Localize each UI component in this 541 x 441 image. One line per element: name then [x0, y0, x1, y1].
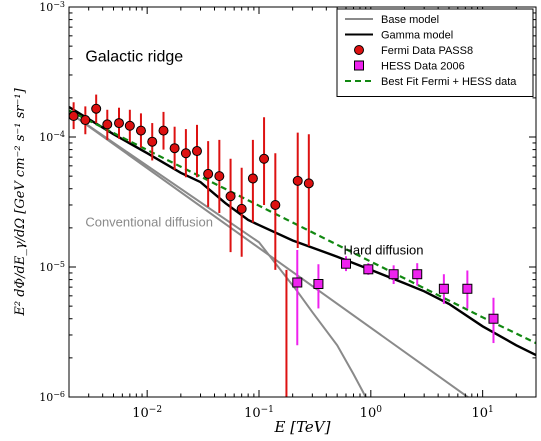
legend-label: Fermi Data PASS8 [381, 45, 473, 57]
hess-data-2006-point-2 [341, 258, 352, 269]
legend-entry-gamma-model: Gamma model [345, 30, 453, 42]
x-axis-title: E [TeV] [274, 418, 331, 436]
fermi-data-pass8-point-21 [303, 178, 314, 189]
series-line-conventional-diffusion [69, 111, 367, 397]
fermi-data-pass8-point-0 [69, 111, 79, 122]
fermi-data-pass8-point-13 [214, 171, 225, 182]
legend-entry-base-model: Base model [345, 14, 439, 26]
fermi-data-pass8-point-15 [236, 203, 247, 214]
fermi-data-pass8-point-12 [203, 168, 214, 179]
hess-data-2006-point-5 [412, 269, 423, 280]
x-tick-label: 100 [360, 405, 383, 421]
fermi-data-pass8-point-16 [247, 173, 258, 184]
fermi-data-pass8-point-6 [135, 125, 146, 136]
legend-label: Gamma model [381, 30, 453, 42]
x-tick-label: 10−1 [244, 405, 274, 421]
legend-swatch-square [354, 60, 364, 71]
y-tick-label: 10−3 [39, 0, 65, 14]
fermi-data-pass8-point-11 [191, 146, 202, 157]
fermi-data-pass8-point-18 [270, 199, 281, 210]
hess-data-2006-point-3 [363, 264, 374, 275]
series-line-gamma-model [69, 105, 536, 357]
y-tick-label: 10−5 [39, 260, 65, 275]
fermi-data-pass8-point-5 [124, 120, 135, 131]
fermi-data-pass8-point-4 [114, 118, 125, 129]
legend-label: Base model [381, 14, 439, 26]
y-axis-title: E² dΦ/dE_γ/dΩ [GeV cm⁻² s⁻¹ sr⁻¹] [13, 87, 28, 316]
hess-data-2006-point-1 [313, 278, 324, 289]
y-tick-label: 10−6 [39, 390, 65, 405]
hess-data-2006-point-7 [462, 283, 473, 294]
annotation-conventional-diffusion: Conventional diffusion [85, 214, 213, 229]
legend-label: Best Fit Fermi + HESS data [381, 76, 517, 88]
annotation-galactic-ridge: Galactic ridge [85, 49, 183, 66]
fermi-data-pass8-point-9 [169, 143, 180, 154]
hess-data-2006-point-6 [438, 283, 449, 294]
x-tick-label: 101 [472, 405, 494, 421]
x-tick-label: 10−2 [132, 405, 162, 421]
fermi-data-pass8-point-17 [259, 153, 270, 164]
fermi-data-pass8-point-10 [180, 148, 191, 159]
legend-entry-fermi-data-pass8: Fermi Data PASS8 [354, 45, 473, 57]
series-layer [69, 94, 536, 397]
legend-label: HESS Data 2006 [381, 61, 465, 73]
annotation-hard-diffusion: Hard diffusion [344, 242, 424, 257]
legend-entry-best-fit-fermi-hess-data: Best Fit Fermi + HESS data [345, 76, 517, 88]
hess-data-2006-point-4 [388, 269, 399, 280]
hess-data-2006-point-0 [292, 277, 303, 288]
annotation-layer: Galactic ridge Conventional diffusion Hard… [85, 49, 423, 258]
plot-frame [68, 6, 537, 398]
legend-layer: Base model Gamma model Fermi Data PASS8 HES… [336, 8, 534, 97]
fermi-data-pass8-point-3 [102, 119, 113, 130]
legend-swatch-circle [354, 45, 364, 55]
axis-layer: 10−2 10−1 100 101 10−6 10−5 10−4 10−3 E [TeV] E² … [13, 0, 537, 436]
legend-entry-hess-data-2006: HESS Data 2006 [354, 60, 465, 73]
fermi-data-pass8-point-7 [147, 136, 158, 147]
y-tick-label: 10−4 [39, 130, 65, 145]
fermi-data-pass8-point-1 [80, 115, 91, 126]
fermi-data-pass8-point-20 [292, 175, 303, 186]
hess-data-2006-point-8 [488, 313, 499, 324]
frame-layer [68, 6, 537, 398]
fermi-data-pass8-point-14 [225, 191, 236, 202]
fermi-data-pass8-point-2 [91, 103, 102, 114]
fermi-data-pass8-point-8 [158, 125, 169, 136]
